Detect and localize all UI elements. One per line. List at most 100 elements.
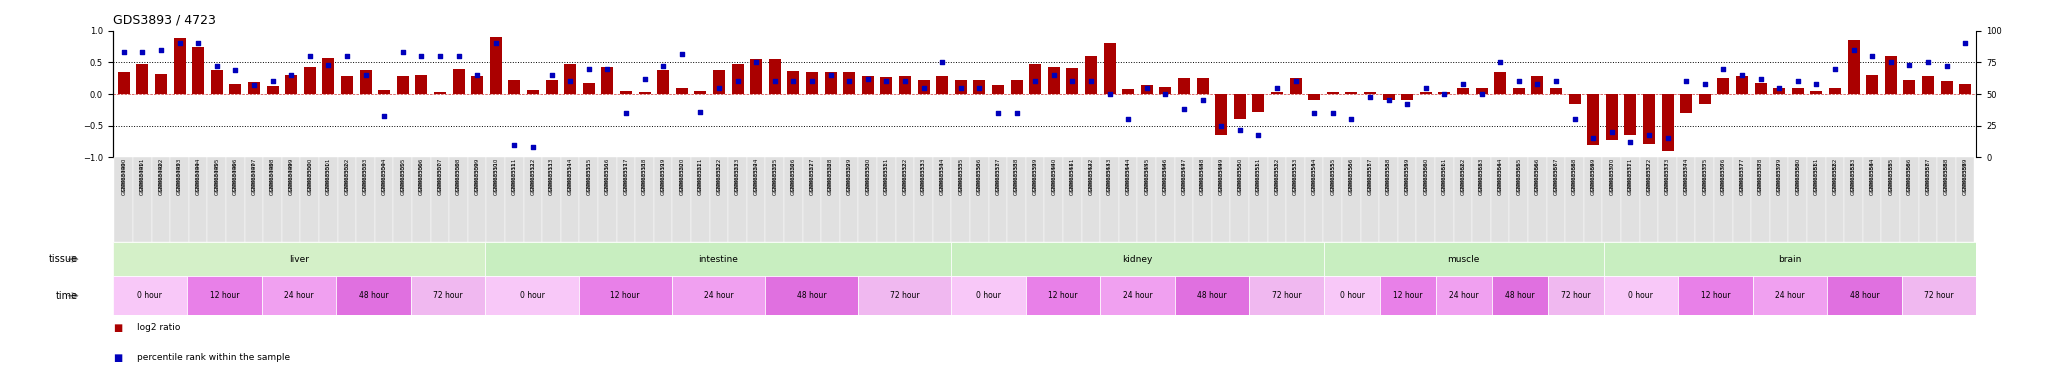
Bar xyxy=(950,276,1026,315)
Bar xyxy=(303,67,315,94)
Bar xyxy=(188,157,207,242)
Text: GSM603495: GSM603495 xyxy=(215,162,219,195)
Text: GSM603524: GSM603524 xyxy=(754,157,758,191)
Text: GSM603536: GSM603536 xyxy=(977,157,981,191)
Text: GSM603566: GSM603566 xyxy=(1534,162,1540,195)
Bar xyxy=(1829,88,1841,94)
Text: GSM603575: GSM603575 xyxy=(1702,157,1708,191)
Text: GSM603526: GSM603526 xyxy=(791,157,797,191)
Bar xyxy=(506,157,524,242)
Bar xyxy=(1788,157,1806,242)
Bar xyxy=(1178,78,1190,94)
Bar xyxy=(676,88,688,94)
Point xyxy=(330,53,362,59)
Point xyxy=(516,144,549,151)
Point xyxy=(311,62,344,68)
Point xyxy=(1522,81,1554,87)
Bar xyxy=(113,276,186,315)
Bar xyxy=(844,72,856,94)
Text: GSM603543: GSM603543 xyxy=(1108,162,1112,195)
Text: GSM603517: GSM603517 xyxy=(623,162,629,195)
Point xyxy=(1800,81,1833,87)
Text: GSM603556: GSM603556 xyxy=(1350,162,1354,195)
Text: GSM603558: GSM603558 xyxy=(1386,162,1391,195)
Text: GSM603522: GSM603522 xyxy=(717,162,721,195)
Point xyxy=(629,76,662,82)
Text: GSM603575: GSM603575 xyxy=(1702,162,1708,195)
Bar xyxy=(561,157,580,242)
Text: GSM603523: GSM603523 xyxy=(735,157,739,191)
Text: 24 hour: 24 hour xyxy=(1450,291,1479,300)
Bar xyxy=(1696,157,1714,242)
Text: GSM603508: GSM603508 xyxy=(457,157,461,191)
Bar xyxy=(1063,157,1081,242)
Bar xyxy=(137,64,147,94)
Text: GSM603569: GSM603569 xyxy=(1591,157,1595,191)
Point xyxy=(1911,59,1944,65)
Bar xyxy=(1268,157,1286,242)
Bar xyxy=(713,70,725,94)
Bar xyxy=(340,76,352,94)
Bar xyxy=(1010,80,1022,94)
Bar xyxy=(393,157,412,242)
Text: GSM603587: GSM603587 xyxy=(1925,162,1931,195)
Bar xyxy=(690,157,711,242)
Point xyxy=(1614,139,1647,145)
Point xyxy=(571,66,604,72)
Text: GSM603568: GSM603568 xyxy=(1573,157,1577,191)
Bar xyxy=(1251,94,1264,112)
Text: GSM603573: GSM603573 xyxy=(1665,157,1669,191)
Bar xyxy=(207,157,225,242)
Point xyxy=(1632,132,1665,138)
Text: GSM603564: GSM603564 xyxy=(1497,162,1503,195)
Bar xyxy=(152,157,170,242)
Text: 0 hour: 0 hour xyxy=(1339,291,1364,300)
Point xyxy=(834,78,866,84)
Point xyxy=(1186,98,1219,104)
Text: GSM603560: GSM603560 xyxy=(1423,162,1427,195)
Point xyxy=(1372,98,1405,104)
Text: GSM603500: GSM603500 xyxy=(307,157,311,191)
Text: 24 hour: 24 hour xyxy=(1776,291,1804,300)
Text: log2 ratio: log2 ratio xyxy=(137,323,180,331)
Bar xyxy=(825,72,838,94)
Bar xyxy=(1733,157,1751,242)
Text: GSM603529: GSM603529 xyxy=(846,162,852,195)
Text: GSM603498: GSM603498 xyxy=(270,162,274,195)
Bar xyxy=(1491,276,1548,315)
Bar xyxy=(973,80,985,94)
Text: GSM603545: GSM603545 xyxy=(1145,157,1149,191)
Text: GSM603537: GSM603537 xyxy=(995,162,1001,195)
Bar xyxy=(950,242,1323,276)
Bar xyxy=(635,157,653,242)
Text: GSM603546: GSM603546 xyxy=(1163,157,1167,191)
Point xyxy=(1595,129,1628,135)
Bar xyxy=(1903,80,1915,94)
Bar xyxy=(113,242,485,276)
Text: 48 hour: 48 hour xyxy=(797,291,825,300)
Bar xyxy=(1360,157,1378,242)
Bar xyxy=(936,76,948,94)
Bar xyxy=(1155,157,1176,242)
Bar xyxy=(379,89,391,94)
Text: GSM603534: GSM603534 xyxy=(940,162,944,195)
Bar xyxy=(416,75,428,94)
Bar xyxy=(821,157,840,242)
Text: GSM603498: GSM603498 xyxy=(270,157,274,191)
Text: GSM603521: GSM603521 xyxy=(698,157,702,191)
Bar xyxy=(1606,94,1618,140)
Text: GSM603494: GSM603494 xyxy=(197,157,201,191)
Bar xyxy=(467,157,487,242)
Bar xyxy=(543,157,561,242)
Bar xyxy=(807,72,817,94)
Point xyxy=(1464,91,1497,97)
Point xyxy=(889,78,922,84)
Text: GSM603572: GSM603572 xyxy=(1647,162,1651,195)
Text: GSM603509: GSM603509 xyxy=(475,162,479,195)
Point xyxy=(1819,66,1851,72)
Bar xyxy=(1454,157,1473,242)
Text: GSM603513: GSM603513 xyxy=(549,157,555,191)
Text: GSM603544: GSM603544 xyxy=(1126,157,1130,191)
Text: GSM603506: GSM603506 xyxy=(420,157,424,191)
Text: GSM603557: GSM603557 xyxy=(1368,157,1372,191)
